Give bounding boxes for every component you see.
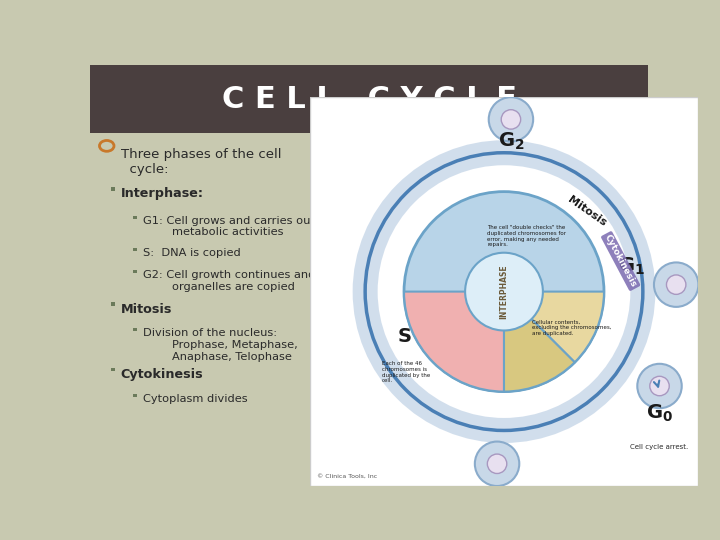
Bar [111, 302, 115, 306]
Circle shape [489, 97, 533, 141]
Text: $\mathbf{S}$: $\mathbf{S}$ [397, 327, 411, 346]
Circle shape [475, 442, 519, 486]
Text: Cell cycle arrest.: Cell cycle arrest. [631, 444, 688, 450]
Bar [133, 270, 137, 273]
Circle shape [667, 275, 686, 294]
Text: $\mathbf{G_0}$: $\mathbf{G_0}$ [646, 403, 673, 424]
Text: Cytokinesis: Cytokinesis [603, 233, 639, 289]
Circle shape [649, 376, 670, 396]
Wedge shape [504, 292, 575, 392]
Text: S:  DNA is copied: S: DNA is copied [143, 248, 240, 258]
Wedge shape [404, 292, 504, 392]
Bar [133, 328, 137, 332]
Text: $\mathbf{G_2}$: $\mathbf{G_2}$ [498, 131, 524, 152]
Bar [133, 248, 137, 251]
Text: INTERPHASE: INTERPHASE [500, 264, 508, 319]
Text: Mitosis: Mitosis [121, 302, 172, 316]
Text: Cytoplasm divides: Cytoplasm divides [143, 394, 248, 404]
Bar [133, 215, 137, 219]
Text: G2: Cell growth continues and
        organelles are copied: G2: Cell growth continues and organelles… [143, 270, 315, 292]
Text: © Clinica Tools, Inc: © Clinica Tools, Inc [317, 474, 377, 479]
Bar [111, 368, 115, 371]
FancyBboxPatch shape [90, 65, 648, 133]
Circle shape [654, 262, 698, 307]
Circle shape [465, 253, 543, 330]
Bar [133, 394, 137, 396]
Text: Interphase:: Interphase: [121, 187, 204, 200]
Circle shape [501, 110, 521, 129]
Circle shape [487, 454, 507, 474]
Circle shape [637, 364, 682, 408]
Text: Three phases of the cell
  cycle:: Three phases of the cell cycle: [121, 148, 282, 176]
Circle shape [404, 192, 604, 392]
Bar [111, 187, 115, 191]
Text: Each of the 46
chromosomes is
duplicated by the
cell.: Each of the 46 chromosomes is duplicated… [382, 361, 430, 383]
Text: $\mathbf{G_1}$: $\mathbf{G_1}$ [618, 256, 645, 277]
Text: Cytokinesis: Cytokinesis [121, 368, 203, 381]
Text: Mitosis: Mitosis [566, 194, 608, 228]
Text: C E L L   C Y C L E: C E L L C Y C L E [222, 85, 516, 113]
FancyArrowPatch shape [654, 381, 660, 387]
Text: Division of the nucleus:
        Prophase, Metaphase,
        Anaphase, Telophas: Division of the nucleus: Prophase, Metap… [143, 328, 298, 362]
Text: Cellular contents,
excluding the chromosomes,
are duplicated.: Cellular contents, excluding the chromos… [532, 319, 611, 336]
Text: The cell "double checks" the
duplicated chromosomes for
error, making any needed: The cell "double checks" the duplicated … [487, 225, 567, 247]
Wedge shape [504, 292, 604, 362]
Text: G1: Cell grows and carries out
        metabolic activities: G1: Cell grows and carries out metabolic… [143, 216, 315, 238]
